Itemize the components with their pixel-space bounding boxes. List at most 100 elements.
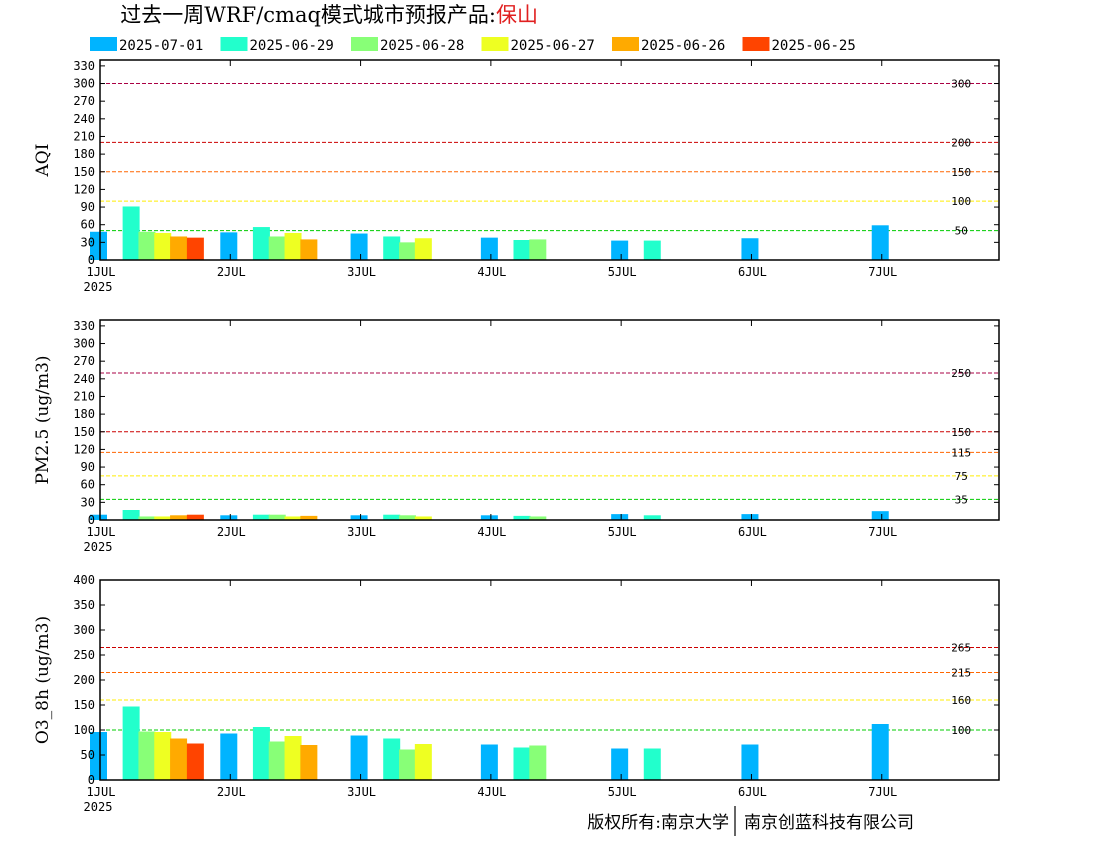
bar-2025-07-01-day2 [220, 232, 238, 260]
bar-2025-06-28-day2 [268, 236, 286, 260]
chart-panel-1: 300 200 150 100 50 0 30 60 90 120 150 180 210 240 270 3… [33, 59, 1000, 294]
bar-2025-06-28-day4 [529, 239, 547, 260]
chart-panel-2: 250 150 115 75 35 0 30 60 90 120 150 180 210 240 270 30… [33, 319, 1000, 554]
bar-2025-07-01-day3 [350, 515, 368, 520]
y-tick-label: 150 [73, 165, 95, 179]
bar-2025-06-26-day1 [170, 236, 188, 260]
y-tick-label: 270 [73, 354, 95, 368]
y-tick-label: 30 [81, 495, 95, 509]
bar-2025-06-29-day4 [513, 747, 531, 780]
bar-2025-07-01-day4 [480, 237, 498, 260]
x-tick-label: 2JUL [217, 265, 246, 279]
bar-2025-06-27-day3 [414, 238, 432, 260]
x-tick-label: 1JUL [87, 265, 116, 279]
bar-2025-07-01-day5 [611, 514, 629, 520]
bar-2025-06-25-day1 [186, 514, 204, 520]
bar-2025-07-01-day4 [480, 515, 498, 520]
x-tick-label: 6JUL [738, 785, 767, 799]
company-text: 南京创蓝科技有限公司 [744, 813, 914, 833]
x-tick-label: 5JUL [608, 525, 637, 539]
bar-2025-06-27-day1 [154, 232, 172, 260]
bar-2025-06-29-day3 [383, 236, 401, 260]
x-tick-sublabel: 2025 [84, 280, 113, 294]
y-tick-label: 240 [73, 112, 95, 126]
bar-2025-06-26-day2 [300, 515, 318, 520]
x-tick-label: 1JUL [87, 525, 116, 539]
y-tick-label: 60 [81, 478, 95, 492]
threshold-label: 100 [951, 724, 971, 737]
bar-2025-07-01-day1 [90, 514, 107, 520]
legend-swatch [742, 37, 770, 51]
threshold-label: 150 [951, 426, 971, 439]
bar-2025-06-27-day3 [414, 744, 432, 780]
y-tick-label: 400 [73, 573, 95, 587]
bar-2025-06-27-day2 [284, 736, 302, 780]
threshold-label: 35 [955, 493, 968, 506]
x-tick-label: 6JUL [738, 265, 767, 279]
legend-label: 2025-07-01 [119, 38, 203, 54]
x-tick-label: 3JUL [347, 265, 376, 279]
bar-2025-06-29-day5 [643, 748, 661, 780]
bar-2025-07-01-day6 [741, 238, 759, 260]
bar-2025-06-26-day2 [300, 239, 318, 260]
y-tick-label: 240 [73, 372, 95, 386]
legend-label: 2025-06-26 [641, 38, 725, 54]
x-tick-label: 7JUL [868, 265, 897, 279]
y-tick-label: 30 [81, 235, 95, 249]
y-tick-label: 270 [73, 94, 95, 108]
threshold-label: 160 [951, 694, 971, 707]
bar-2025-06-27-day1 [154, 516, 172, 520]
y-tick-label: 180 [73, 147, 95, 161]
x-tick-label: 5JUL [608, 785, 637, 799]
x-tick-sublabel: 2025 [84, 540, 113, 554]
legend-swatch [220, 37, 248, 51]
bar-2025-07-01-day6 [741, 744, 759, 780]
legend-swatch [351, 37, 378, 51]
y-axis-label: PM2.5 (ug/m3) [33, 355, 53, 484]
bar-2025-06-29-day3 [383, 514, 401, 520]
bar-2025-07-01-day5 [611, 748, 629, 780]
bar-2025-06-29-day1 [122, 206, 140, 260]
x-tick-label: 1JUL [87, 785, 116, 799]
y-tick-label: 300 [73, 623, 95, 637]
bar-2025-06-28-day1 [138, 731, 156, 780]
x-tick-label: 4JUL [477, 265, 506, 279]
y-tick-label: 150 [73, 425, 95, 439]
y-tick-label: 90 [81, 200, 95, 214]
x-tick-label: 4JUL [477, 785, 506, 799]
legend: 2025-07-01 2025-06-29 2025-06-28 2025-06-27… [90, 37, 856, 54]
threshold-label: 200 [951, 136, 971, 149]
legend-label: 2025-06-28 [380, 38, 464, 54]
bar-2025-06-29-day1 [122, 510, 140, 520]
bar-2025-07-01-day1 [90, 732, 107, 780]
bar-2025-06-27-day2 [284, 516, 302, 520]
legend-swatch [612, 37, 639, 51]
bar-2025-06-26-day1 [170, 515, 188, 520]
plot-frame [99, 319, 1000, 521]
bar-2025-06-28-day3 [399, 515, 417, 520]
threshold-label: 150 [951, 166, 971, 179]
chart-panel-3: 265 215 160 100 0 50 100 150 200 250 300 350 400 1JUL… [33, 573, 1000, 814]
threshold-label: 115 [951, 446, 971, 459]
x-tick-label: 3JUL [347, 525, 376, 539]
bar-2025-07-01-day6 [741, 514, 759, 520]
y-tick-label: 50 [81, 748, 95, 762]
y-axis-label: AQI [33, 144, 53, 178]
bar-2025-06-28-day1 [138, 516, 156, 520]
bar-2025-07-01-day7 [871, 724, 889, 780]
bar-2025-06-28-day3 [399, 242, 417, 260]
bar-2025-07-01-day5 [611, 240, 629, 260]
chart-title: 过去一周WRF/cmaq模式城市预报产品: [120, 3, 496, 27]
threshold-label: 100 [951, 195, 971, 208]
x-tick-label: 3JUL [347, 785, 376, 799]
bar-2025-06-29-day1 [122, 706, 140, 780]
threshold-label: 250 [951, 367, 971, 380]
threshold-label: 300 [951, 78, 971, 91]
y-tick-label: 300 [73, 77, 95, 91]
bar-2025-06-28-day4 [529, 745, 547, 780]
bar-2025-07-01-day2 [220, 515, 238, 520]
y-tick-label: 210 [73, 389, 95, 403]
bar-2025-06-29-day4 [513, 240, 531, 260]
legend-label: 2025-06-25 [772, 38, 856, 54]
y-tick-label: 120 [73, 182, 95, 196]
